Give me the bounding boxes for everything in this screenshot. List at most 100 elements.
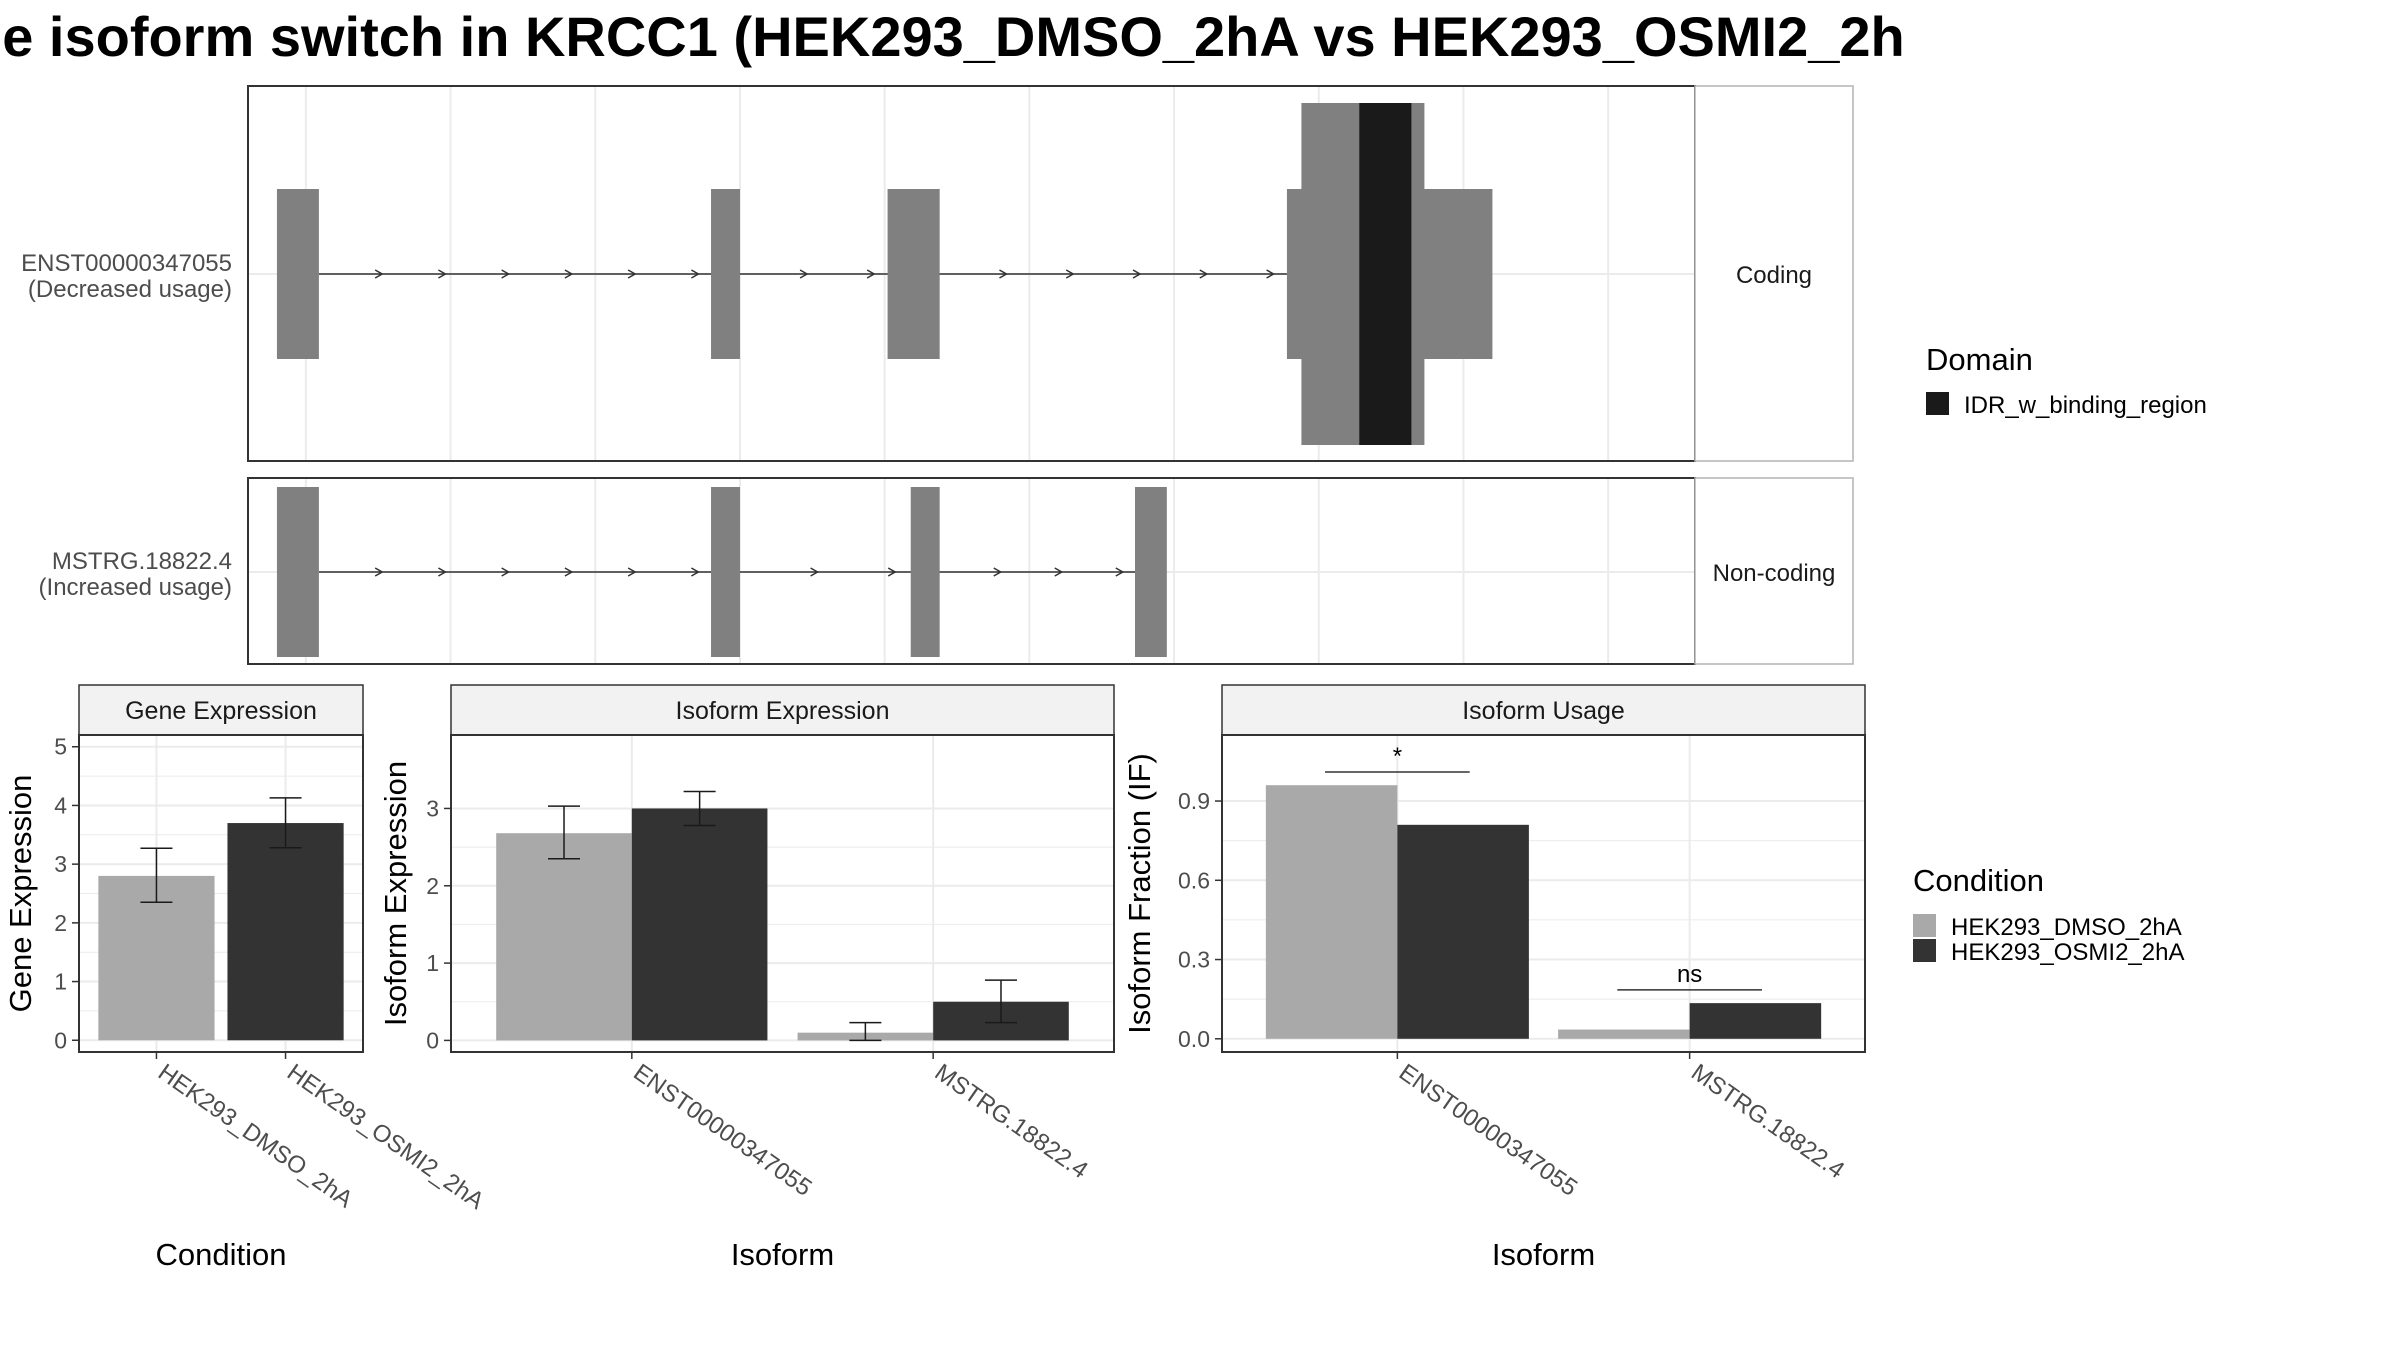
- bar: [631, 808, 768, 1041]
- domain-legend-label: IDR_w_binding_region: [1964, 392, 2207, 419]
- bar: [227, 823, 344, 1041]
- x-axis-title: Isoform: [1492, 1237, 1595, 1272]
- intron-arrow: [501, 269, 511, 279]
- bar: [1689, 1003, 1822, 1039]
- intron-arrow: [691, 567, 700, 577]
- condition-legend-swatch-dmso: [1913, 914, 1936, 937]
- significance-label: ns: [1677, 961, 1702, 988]
- isoform-usage-panel: Isoform Usage 0.0 0.3 0.6 0.9 * ns ENST00000347…: [1122, 684, 1866, 1272]
- y-tick-label: 4: [54, 792, 67, 818]
- y-tick-label: 0: [54, 1027, 67, 1053]
- intron-arrow: [1132, 269, 1142, 279]
- exon: [1135, 487, 1167, 657]
- bar: [1397, 824, 1529, 1039]
- intron-arrow: [810, 567, 820, 577]
- condition-legend-swatch-osmi2: [1913, 939, 1936, 962]
- intron-arrow: [1199, 269, 1209, 279]
- intron-arrow: [999, 269, 1008, 279]
- plot-border: [450, 734, 1115, 1053]
- x-tick-label: MSTRG.18822.4: [1686, 1059, 1849, 1184]
- y-axis-title: Isoform Expression: [378, 761, 413, 1026]
- intron-arrow: [564, 567, 574, 577]
- exon: [910, 487, 940, 657]
- intron-arrow: [374, 269, 384, 279]
- y-tick-label: 3: [426, 795, 439, 821]
- transcript-track: Non-coding MSTRG.18822.4(Increased usage): [39, 477, 1854, 665]
- figure-title: ne isoform switch in KRCC1 (HEK293_DMSO_…: [0, 5, 1905, 68]
- condition-legend-title: Condition: [1913, 863, 2044, 898]
- intron-arrow: [564, 269, 574, 279]
- significance-label: *: [1393, 743, 1402, 770]
- y-tick-label: 0.0: [1178, 1026, 1210, 1052]
- bar: [1265, 785, 1398, 1039]
- exon: [711, 487, 740, 657]
- y-axis-title: Gene Expression: [3, 775, 38, 1013]
- y-tick-label: 3: [54, 851, 67, 877]
- intron-arrow: [1115, 567, 1125, 577]
- y-tick-label: 0: [426, 1027, 439, 1053]
- bar: [98, 875, 215, 1041]
- intron-arrow: [691, 269, 700, 279]
- intron-arrow: [1054, 567, 1064, 577]
- panel-strip: [78, 684, 364, 736]
- x-axis-title: Isoform: [731, 1237, 834, 1272]
- y-tick-label: 2: [54, 910, 67, 936]
- intron-arrow: [799, 269, 809, 279]
- track-strip: [1694, 85, 1854, 462]
- intron-arrow: [627, 269, 637, 279]
- x-tick-label: MSTRG.18822.4: [930, 1059, 1093, 1184]
- gene-expression-panel: Gene Expression012345HEK293_DMSO_2hAHEK2…: [3, 684, 489, 1272]
- plot-border: [78, 734, 364, 1053]
- exon: [276, 189, 319, 359]
- transcript-track: Coding ENST00000347055(Decreased usage): [21, 85, 1854, 462]
- y-tick-label: 0.6: [1178, 867, 1210, 893]
- y-tick-label: 1: [426, 950, 439, 976]
- intron-arrow: [374, 567, 384, 577]
- intron-arrow: [866, 269, 876, 279]
- domain-idr: [1359, 103, 1412, 445]
- transcript-label: MSTRG.18822.4: [52, 548, 232, 575]
- domain-legend: Domain IDR_w_binding_region: [1926, 342, 2207, 419]
- exon: [887, 189, 940, 359]
- condition-legend-label-osmi2: HEK293_OSMI2_2hA: [1951, 939, 2184, 966]
- bar: [496, 833, 632, 1041]
- panel-strip-label: Isoform Usage: [1462, 697, 1625, 725]
- intron-arrow: [1065, 269, 1075, 279]
- panel-strip-label: Isoform Expression: [676, 697, 890, 725]
- exon: [711, 189, 740, 359]
- track-strip-label: Non-coding: [1713, 560, 1836, 587]
- domain-legend-title: Domain: [1926, 342, 2033, 377]
- y-tick-label: 1: [54, 969, 67, 995]
- y-axis-title: Isoform Fraction (IF): [1122, 753, 1157, 1034]
- track-strip: [1694, 477, 1854, 665]
- y-tick-label: 0.3: [1178, 947, 1210, 973]
- intron-arrow: [438, 567, 447, 577]
- x-tick-label: ENST00000347055: [628, 1059, 816, 1202]
- intron-arrow: [1266, 269, 1276, 279]
- transcript-label: ENST00000347055: [21, 250, 232, 277]
- bar: [1558, 1029, 1690, 1039]
- intron-arrow: [627, 567, 637, 577]
- y-tick-label: 2: [426, 873, 439, 899]
- track-strip-label: Coding: [1736, 262, 1812, 289]
- intron-arrow: [438, 269, 447, 279]
- intron-arrow: [887, 567, 897, 577]
- intron-arrow: [993, 567, 1003, 577]
- condition-legend: Condition HEK293_DMSO_2hA HEK293_OSMI2_2…: [1913, 863, 2184, 966]
- x-tick-label: ENST00000347055: [1394, 1059, 1582, 1202]
- panel-strip: [1221, 684, 1866, 736]
- transcript-usage-label: (Increased usage): [39, 574, 232, 601]
- isoform-expression-panel: Isoform Expression 0 1 2 3 ENST00000347055 MST…: [378, 684, 1115, 1272]
- panel-strip-label: Gene Expression: [125, 697, 317, 725]
- condition-legend-label-dmso: HEK293_DMSO_2hA: [1951, 914, 2182, 941]
- x-axis-title: Condition: [156, 1237, 287, 1272]
- domain-legend-swatch: [1926, 392, 1949, 415]
- plot-border: [1221, 734, 1866, 1053]
- intron-arrow: [501, 567, 511, 577]
- transcript-usage-label: (Decreased usage): [28, 276, 232, 303]
- y-tick-label: 0.9: [1178, 788, 1210, 814]
- panel-strip: [450, 684, 1115, 736]
- y-tick-label: 5: [54, 734, 67, 760]
- exon: [276, 487, 319, 657]
